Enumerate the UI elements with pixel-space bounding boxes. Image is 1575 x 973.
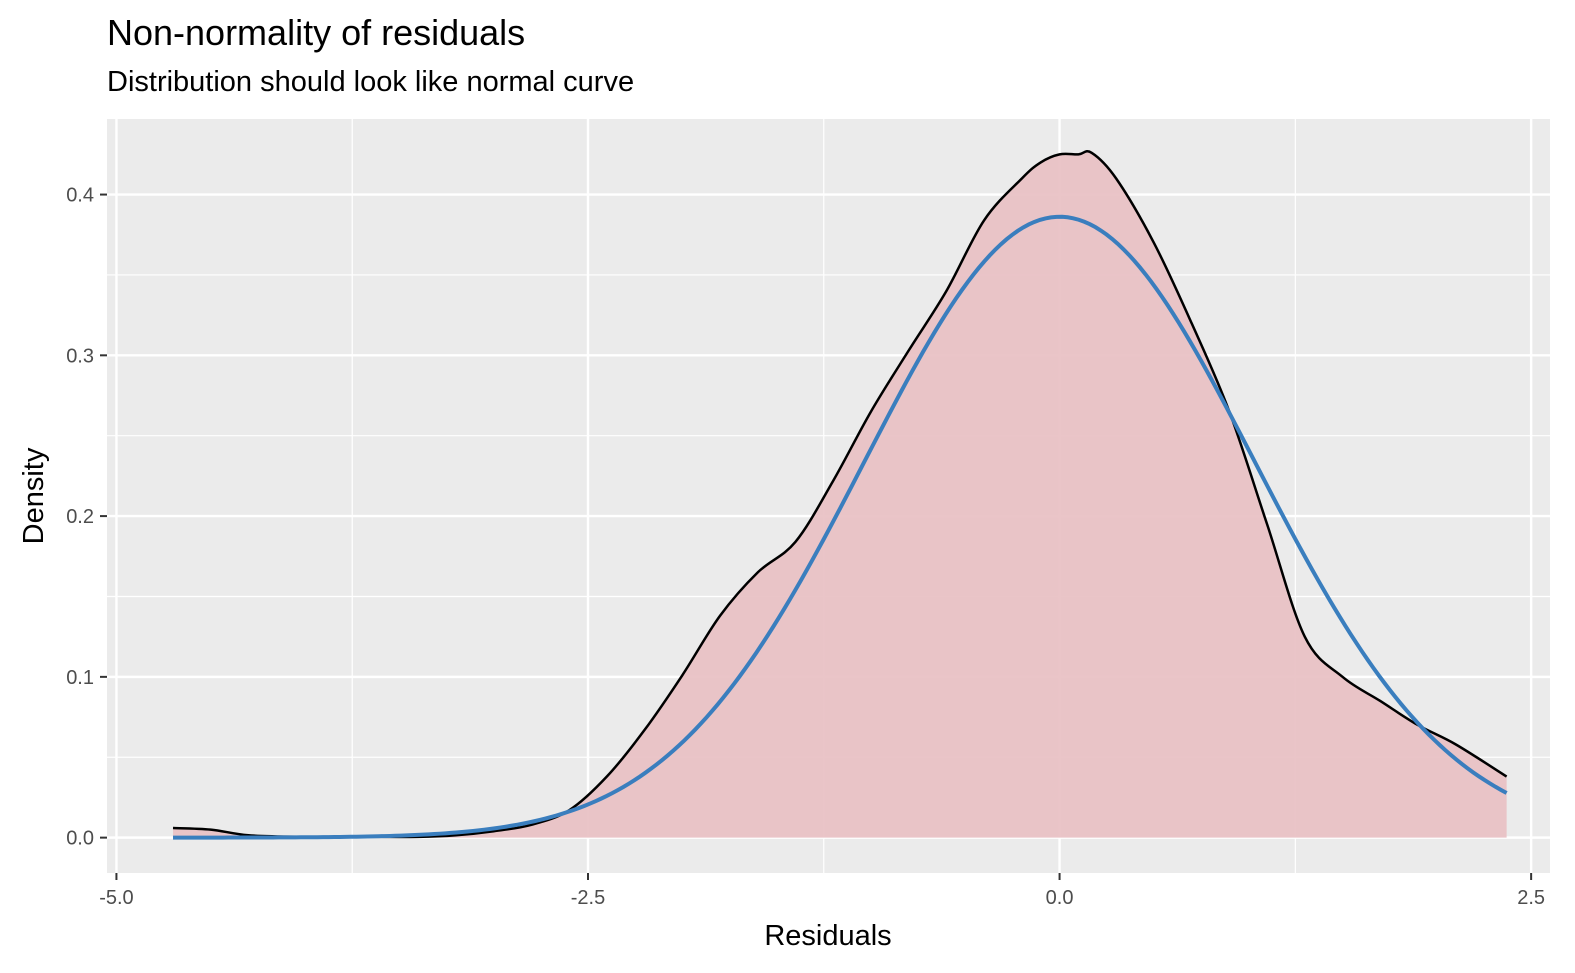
x-axis-title: Residuals <box>764 920 891 952</box>
density-line <box>172 150 1508 839</box>
y-tick-label: 0.2 <box>66 506 94 528</box>
chart-subtitle: Distribution should look like normal cur… <box>107 66 635 98</box>
y-axis-ticks: 0.0 0.1 0.2 0.3 0.4 <box>66 185 107 850</box>
y-axis-title: Density <box>18 447 50 544</box>
y-tick-label: 0.3 <box>66 345 94 367</box>
x-axis-ticks: -5.0 -2.5 0.0 2.5 <box>99 873 1545 909</box>
x-tick-label: -5.0 <box>99 887 133 909</box>
y-tick-label: 0.4 <box>66 185 94 207</box>
normal-curve-line <box>173 214 1508 840</box>
x-tick-label: 2.5 <box>1517 887 1545 909</box>
chart-title: Non-normality of residuals <box>107 12 526 53</box>
x-tick-label: 0.0 <box>1046 887 1074 909</box>
y-tick-label: 0.0 <box>66 828 94 850</box>
x-tick-label: -2.5 <box>571 887 605 909</box>
y-tick-label: 0.1 <box>66 667 94 689</box>
density-area <box>173 151 1507 838</box>
